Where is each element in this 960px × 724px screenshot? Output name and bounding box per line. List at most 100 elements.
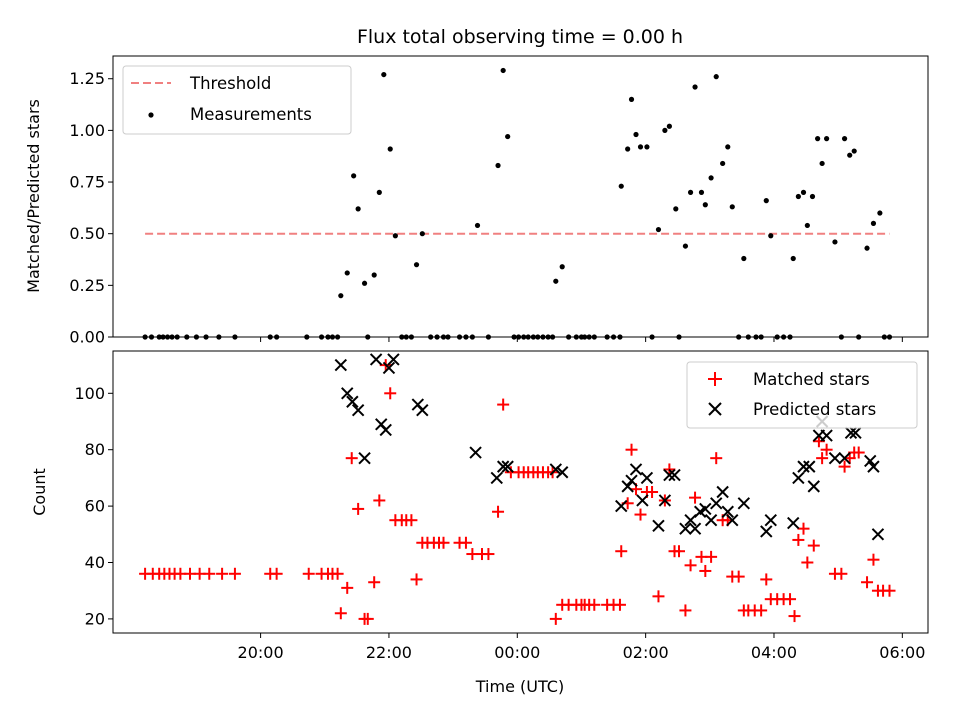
matched-star-point xyxy=(788,610,801,623)
matched-star-point xyxy=(497,398,510,411)
matched-star-point xyxy=(437,536,450,549)
measurement-point xyxy=(824,136,830,142)
measurement-point xyxy=(361,280,368,286)
measurement-point xyxy=(713,74,719,80)
matched-star-point xyxy=(760,573,773,586)
measurement-point xyxy=(413,262,420,268)
measurement-point xyxy=(692,84,698,90)
matched-star-point xyxy=(352,502,365,515)
measurement-point xyxy=(338,293,344,299)
predicted-star-point xyxy=(838,451,851,465)
bottom-panel: 20 40 60 80 100 20:00 22:00 00:00 02:00 04:00 06:0… xyxy=(30,350,929,696)
predicted-star-point xyxy=(663,468,676,482)
measurement-point xyxy=(795,193,801,200)
predicted-star-point xyxy=(636,494,649,507)
matched-star-point xyxy=(482,548,495,561)
matched-star-point xyxy=(228,567,241,580)
predicted-star-point xyxy=(867,460,880,473)
measurement-point xyxy=(841,136,848,142)
matched-star-point xyxy=(820,443,833,456)
measurement-point xyxy=(495,162,501,169)
bottom-legend-box xyxy=(686,361,918,429)
predicted-star-point xyxy=(820,429,833,442)
measurement-point xyxy=(553,278,559,284)
top-y-tick-label: 0.25 xyxy=(69,276,105,295)
predicted-star-point xyxy=(469,446,482,459)
bottom-y-tick-label: 60 xyxy=(85,497,105,516)
predicted-star-point xyxy=(807,480,820,493)
predicted-star-point xyxy=(764,513,777,527)
top-panel: 0.00 0.25 0.50 0.75 1.00 1.25 Matched/Predict… xyxy=(24,55,929,347)
predicted-star-point xyxy=(387,353,400,366)
measurement-point xyxy=(628,96,635,102)
bottom-plot-marks xyxy=(139,353,896,625)
x-tick-label: 04:00 xyxy=(751,643,797,662)
measurement-point xyxy=(851,148,857,154)
legend-matched-swatch xyxy=(708,372,722,386)
measurement-point xyxy=(819,160,825,167)
predicted-star-point xyxy=(652,519,665,533)
matched-star-point xyxy=(684,559,697,572)
measurement-point xyxy=(559,264,565,270)
predicted-star-point xyxy=(760,525,773,538)
measurement-point xyxy=(768,233,774,239)
matched-star-point xyxy=(625,443,638,456)
predicted-star-point xyxy=(726,513,739,527)
matched-star-point xyxy=(801,556,814,569)
measurement-point xyxy=(708,175,714,181)
legend-predicted-swatch xyxy=(708,402,722,416)
measurement-point xyxy=(351,173,357,179)
matched-star-point xyxy=(812,435,825,448)
predicted-star-point xyxy=(501,460,514,473)
bottom-y-tick-label: 40 xyxy=(85,553,105,572)
measurement-point xyxy=(847,152,853,158)
measurement-point xyxy=(662,127,668,133)
measurement-point xyxy=(381,71,387,78)
bottom-y-tick-label: 100 xyxy=(74,384,105,403)
matched-star-point xyxy=(861,576,874,589)
matched-star-point xyxy=(838,460,851,473)
top-y-tick-label: 0.00 xyxy=(69,328,105,347)
measurement-point xyxy=(864,245,870,251)
predicted-star-point xyxy=(828,451,842,465)
measurement-point xyxy=(725,144,731,150)
predicted-star-point xyxy=(721,505,734,518)
matched-star-point xyxy=(710,452,723,465)
legend-measurements-swatch xyxy=(148,112,154,118)
predicted-star-point xyxy=(556,466,569,479)
matched-star-point xyxy=(705,550,718,563)
measurement-point xyxy=(505,133,511,140)
top-y-axis-label: Matched/Predicted stars xyxy=(24,99,43,293)
matched-star-point xyxy=(216,567,229,580)
x-tick-label: 22:00 xyxy=(366,643,412,662)
measurement-point xyxy=(500,67,506,74)
measurement-point xyxy=(729,204,735,210)
matched-star-point xyxy=(405,514,418,527)
measurement-point xyxy=(625,146,631,152)
top-y-tick-label: 0.50 xyxy=(69,224,105,243)
x-tick-label: 20:00 xyxy=(238,643,284,662)
matched-star-point xyxy=(613,598,626,611)
bottom-y-tick-label: 20 xyxy=(85,609,105,628)
predicted-star-point xyxy=(346,395,359,408)
matched-star-point xyxy=(883,584,896,597)
measurement-point xyxy=(419,231,425,237)
matched-star-point xyxy=(368,576,381,589)
bottom-y-tick-label: 80 xyxy=(85,440,105,459)
predicted-star-point xyxy=(844,426,858,439)
measurement-point xyxy=(763,198,769,204)
chart-title: Flux total observing time = 0.00 h xyxy=(357,26,683,48)
measurement-point xyxy=(687,189,694,195)
matched-star-point xyxy=(673,545,686,558)
top-plot-marks xyxy=(142,67,893,340)
predicted-star-point xyxy=(496,460,510,473)
matched-star-point xyxy=(652,590,665,603)
measurement-point xyxy=(804,222,810,229)
predicted-star-point xyxy=(688,522,702,535)
top-y-tick-label: 1.25 xyxy=(69,69,105,88)
measurement-point xyxy=(698,189,705,195)
predicted-star-point xyxy=(737,497,751,510)
measurement-point xyxy=(815,136,821,142)
x-tick-label: 02:00 xyxy=(623,643,669,662)
predicted-star-point xyxy=(549,463,563,476)
